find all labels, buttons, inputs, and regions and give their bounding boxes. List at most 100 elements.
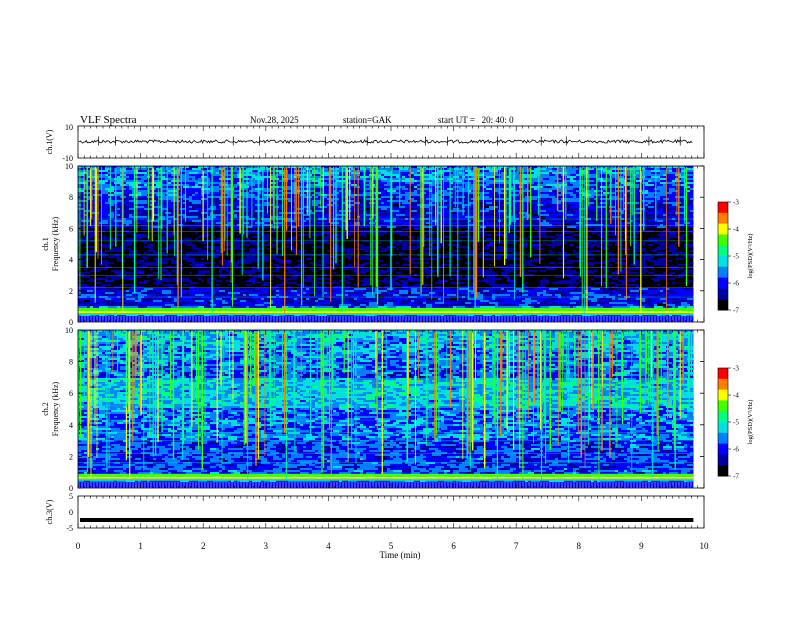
spectrogram-cell bbox=[162, 200, 171, 202]
spectrogram-cell bbox=[609, 202, 615, 204]
spectrogram-cell bbox=[111, 250, 117, 252]
spectrogram-cell bbox=[144, 168, 147, 170]
spectrogram-cell bbox=[363, 236, 366, 238]
spectrogram-cell bbox=[111, 216, 114, 218]
spectrogram-cell bbox=[687, 184, 693, 186]
spectrogram-cell bbox=[660, 168, 666, 170]
spectrogram-cell bbox=[321, 180, 327, 182]
spectrogram-cell bbox=[684, 182, 693, 184]
spectrogram-cell bbox=[483, 220, 492, 222]
spectrogram-cell bbox=[105, 290, 108, 292]
spectrogram-cell bbox=[330, 216, 339, 218]
spectrogram-cell bbox=[105, 182, 114, 184]
spectrogram-cell bbox=[393, 212, 402, 214]
spectrogram-cell bbox=[366, 178, 369, 180]
spectrogram-cell bbox=[660, 244, 666, 246]
spectrogram-cell bbox=[330, 174, 339, 176]
spectrogram-cell bbox=[648, 202, 651, 204]
spectrogram-cell bbox=[690, 190, 693, 192]
spectrogram-cell bbox=[552, 242, 558, 244]
spectrogram-cell bbox=[348, 180, 354, 182]
spectrogram-cell bbox=[672, 252, 675, 254]
spectrogram-cell bbox=[354, 288, 363, 290]
spectrogram-cell bbox=[285, 282, 288, 284]
spectrogram-cell bbox=[249, 258, 255, 260]
spectrogram-cell bbox=[129, 186, 132, 188]
spectrogram-cell bbox=[489, 290, 495, 292]
spectrogram-cell bbox=[324, 192, 333, 194]
spectrogram-cell bbox=[666, 278, 675, 280]
spectrogram-cell bbox=[210, 180, 219, 182]
spectrogram-cell bbox=[489, 180, 495, 182]
spectrogram-cell bbox=[186, 194, 192, 196]
spectrogram-cell bbox=[138, 200, 147, 202]
spectrogram-cell bbox=[516, 212, 519, 214]
spectrogram-cell bbox=[567, 178, 570, 180]
spectrogram-cell bbox=[324, 266, 333, 268]
spectrogram-cell bbox=[138, 198, 144, 200]
spectrogram-cell bbox=[252, 228, 255, 230]
spectrogram-cell bbox=[78, 206, 87, 208]
spectrogram-cell bbox=[123, 278, 129, 280]
spectrogram-cell bbox=[213, 266, 219, 268]
spectrogram-cell bbox=[669, 244, 675, 246]
spectrogram-cell bbox=[675, 188, 681, 190]
spectrogram-cell bbox=[444, 192, 447, 194]
spectrogram-cell bbox=[279, 214, 282, 216]
spectrogram-cell bbox=[156, 212, 165, 214]
spectrogram-cell bbox=[162, 262, 168, 264]
spectrogram-cell bbox=[237, 252, 246, 254]
spectrogram-cell bbox=[96, 288, 105, 290]
spectrogram-cell bbox=[588, 172, 597, 174]
spectrogram-cell bbox=[288, 170, 294, 172]
spectrogram-cell bbox=[570, 202, 576, 204]
spectrogram-cell bbox=[432, 178, 435, 180]
spectrogram-cell bbox=[414, 176, 420, 178]
spectrogram-cell bbox=[369, 232, 375, 234]
spectrogram-cell bbox=[435, 178, 444, 180]
spectrogram-cell bbox=[465, 278, 474, 280]
spectrogram-cell bbox=[264, 204, 273, 206]
spectrogram-cell bbox=[408, 280, 414, 282]
spectrogram-cell bbox=[531, 192, 537, 194]
spectrogram-cell bbox=[657, 212, 663, 214]
spectrogram-cell bbox=[150, 268, 153, 270]
spectrogram-cell bbox=[408, 170, 417, 172]
spectrogram-cell bbox=[423, 270, 432, 272]
spectrogram-cell bbox=[183, 280, 192, 282]
spectrogram-cell bbox=[444, 236, 450, 238]
spectrogram-cell bbox=[264, 258, 267, 260]
spectrogram-cell bbox=[78, 190, 84, 192]
spectrogram-cell bbox=[126, 232, 132, 234]
spectrogram-cell bbox=[396, 292, 399, 294]
spectrogram-cell bbox=[552, 226, 555, 228]
spectrogram-cell bbox=[486, 200, 495, 202]
spectrogram-cell bbox=[228, 288, 234, 290]
spectrogram-cell bbox=[318, 260, 327, 262]
spectrogram-cell bbox=[564, 294, 570, 296]
spectrogram-cell bbox=[108, 188, 114, 190]
spectrogram-cell bbox=[336, 214, 342, 216]
spectrogram-cell bbox=[567, 190, 576, 192]
spectrogram-cell bbox=[417, 288, 420, 290]
spectrogram-cell bbox=[651, 268, 654, 270]
spectrogram-cell bbox=[129, 228, 132, 230]
spectrogram-cell bbox=[297, 290, 300, 292]
spectrogram-cell bbox=[102, 190, 108, 192]
spectrogram-cell bbox=[663, 208, 672, 210]
spectrogram-cell bbox=[615, 238, 624, 240]
spectrogram-cell bbox=[333, 280, 336, 282]
spectrogram-cell bbox=[483, 234, 492, 236]
spectrogram-cell bbox=[609, 194, 615, 196]
spectrogram-cell bbox=[444, 256, 453, 258]
spectrogram-cell bbox=[408, 190, 414, 192]
spectrogram-cell bbox=[540, 270, 546, 272]
spectrogram-cell bbox=[324, 206, 327, 208]
spectrogram-cell bbox=[165, 294, 168, 296]
spectrogram-cell bbox=[321, 222, 327, 224]
spectrogram-cell bbox=[111, 224, 114, 226]
spectrogram-cell bbox=[264, 278, 273, 280]
spectrogram-cell bbox=[315, 178, 318, 180]
spectrogram-cell bbox=[252, 248, 261, 250]
spectrogram-cell bbox=[318, 198, 327, 200]
